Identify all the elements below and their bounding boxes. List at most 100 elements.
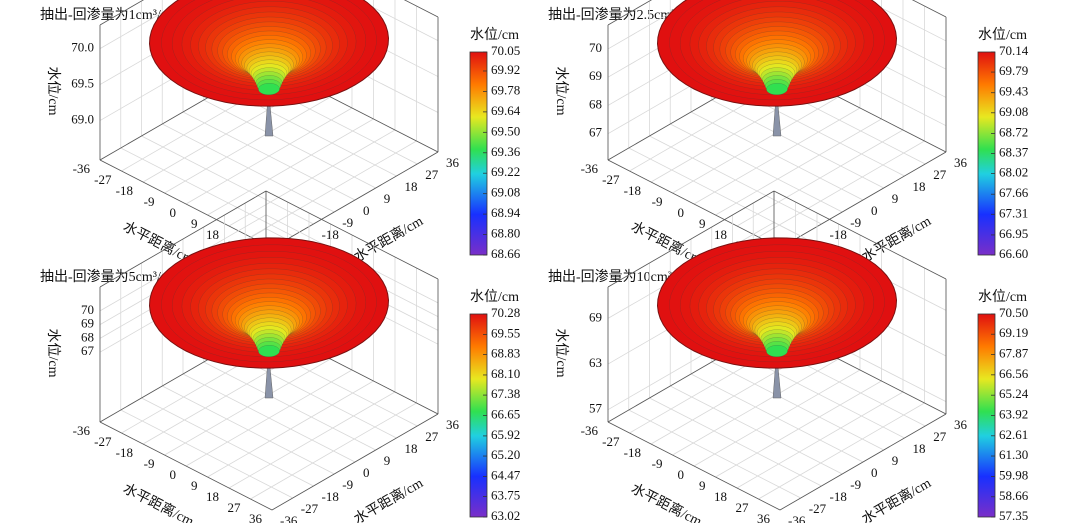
box-edge [99, 421, 273, 511]
colorbar-tick-label: 69.78 [491, 82, 520, 97]
colorbar-tick-label: 68.80 [491, 226, 520, 241]
y-tick-label: 9 [384, 453, 391, 468]
y-tick-label: 0 [871, 203, 878, 218]
y-grid-line [182, 111, 356, 201]
colorbar-tick-label: 69.64 [491, 103, 521, 118]
colorbar-tick-label: 68.94 [491, 205, 521, 220]
z-tick-label: 70.0 [71, 40, 94, 55]
panel-title: 抽出-回渗量为10cm³/s [548, 269, 681, 285]
y-tick-label: 18 [405, 179, 418, 194]
y-grid-line [670, 385, 843, 475]
y-tick-label: -18 [322, 489, 339, 504]
colorbar-tick-label: 66.95 [999, 226, 1028, 241]
y-grid-line [690, 111, 864, 201]
y-axis-label: 水平距离/cm [351, 212, 426, 265]
colorbar-tick-label: 67.38 [491, 386, 520, 401]
x-tick-label: 27 [736, 500, 750, 515]
colorbar-tick-label: 66.65 [491, 406, 520, 421]
colorbar-tick-label: 68.02 [999, 165, 1028, 180]
x-tick-label: 9 [191, 216, 198, 231]
x-tick-label: 0 [678, 467, 685, 482]
z-tick-label: 69 [589, 68, 602, 83]
colorbar-tick-label: 64.47 [491, 467, 521, 482]
x-tick-label: 18 [714, 227, 727, 242]
colorbar-tick-label: 65.24 [999, 386, 1029, 401]
x-axis-label: 水平距离/cm [120, 480, 196, 523]
y-tick-label: 0 [871, 465, 878, 480]
box-edge [403, 0, 439, 18]
y-tick-label: 0 [363, 465, 370, 480]
y-grid-line [120, 147, 293, 237]
x-tick-label: 0 [170, 205, 177, 220]
y-grid-line [711, 99, 884, 189]
y-axis-label: 水平距离/cm [859, 474, 934, 523]
colorbar-tick-label: 62.61 [999, 427, 1028, 442]
colorbar-tick-label: 70.28 [491, 305, 520, 320]
colorbar-tick-label: 67.31 [999, 205, 1028, 220]
box-edge [99, 190, 267, 288]
surface-ring [766, 345, 788, 358]
colorbar-tick-label: 63.02 [491, 508, 520, 523]
y-tick-label: 27 [933, 167, 947, 182]
x-tick-label: -27 [602, 434, 620, 449]
x-tick-label: -18 [624, 445, 641, 460]
colorbar-tick-label: 69.43 [999, 84, 1028, 99]
y-grid-line [141, 397, 314, 487]
z-tick-label: 69.5 [71, 76, 94, 91]
y-tick-label: 18 [913, 179, 926, 194]
colorbar-tick-label: 68.66 [491, 246, 521, 261]
x-tick-label: -18 [116, 183, 133, 198]
x-tick-label: -9 [652, 456, 663, 471]
z-tick-label: 69.0 [71, 112, 94, 127]
z-tick-label: 63 [589, 355, 602, 370]
colorbar-label: 水位/cm [978, 27, 1027, 43]
y-axis-label: 水平距离/cm [859, 212, 934, 265]
x-tick-label: 9 [699, 216, 706, 231]
y-grid-line [162, 385, 335, 475]
colorbar-tick-label: 69.79 [999, 63, 1028, 78]
colorbar-tick-label: 65.20 [491, 447, 520, 462]
x-tick-label: 36 [757, 511, 771, 523]
colorbar-tick-label: 68.10 [491, 366, 520, 381]
y-grid-line [690, 373, 864, 463]
colorbar-tick-label: 69.22 [491, 164, 520, 179]
colorbar-tick-label: 67.87 [999, 346, 1029, 361]
y-grid-line [162, 123, 335, 213]
y-tick-label: -27 [301, 501, 319, 516]
colorbar-tick-label: 69.36 [491, 144, 521, 159]
colorbar-tick-label: 65.92 [491, 427, 520, 442]
box-edge [607, 0, 653, 26]
y-grid-line [203, 99, 376, 189]
colorbar-tick-label: 69.92 [491, 62, 520, 77]
panel-title: 抽出-回渗量为2.5cm³/s [548, 7, 685, 23]
y-tick-label: 36 [954, 155, 968, 170]
colorbar-label: 水位/cm [470, 289, 519, 305]
x-tick-label: -27 [602, 172, 620, 187]
colorbar-tick-label: 67.66 [999, 185, 1029, 200]
y-grid-line [141, 135, 314, 225]
y-grid-line [711, 361, 884, 451]
y-axis-label: 水平距离/cm [351, 474, 426, 523]
y-tick-label: 9 [892, 453, 899, 468]
box-edge [607, 421, 781, 511]
y-tick-label: -9 [850, 477, 861, 492]
box-edge [779, 413, 947, 511]
colorbar-tick-label: 66.56 [999, 366, 1029, 381]
x-tick-label: -9 [652, 194, 663, 209]
y-grid-line [628, 409, 801, 499]
z-tick-label: 68 [81, 329, 94, 344]
colorbar-tick-label: 59.98 [999, 467, 1028, 482]
x-tick-label: -18 [624, 183, 641, 198]
box-edge [607, 159, 781, 249]
y-tick-label: 18 [405, 441, 418, 456]
y-tick-label: -36 [280, 513, 298, 523]
box-edge [99, 159, 273, 249]
x-tick-label: 18 [206, 489, 219, 504]
box-edge [271, 413, 439, 511]
colorbar-tick-label: 63.75 [491, 488, 520, 503]
z-axis-label: 水位/cm [45, 67, 61, 116]
box-edge [779, 151, 947, 249]
x-tick-label: -9 [144, 456, 155, 471]
box-edge [911, 0, 947, 18]
panel-title: 抽出-回渗量为1cm³/s [40, 7, 166, 23]
